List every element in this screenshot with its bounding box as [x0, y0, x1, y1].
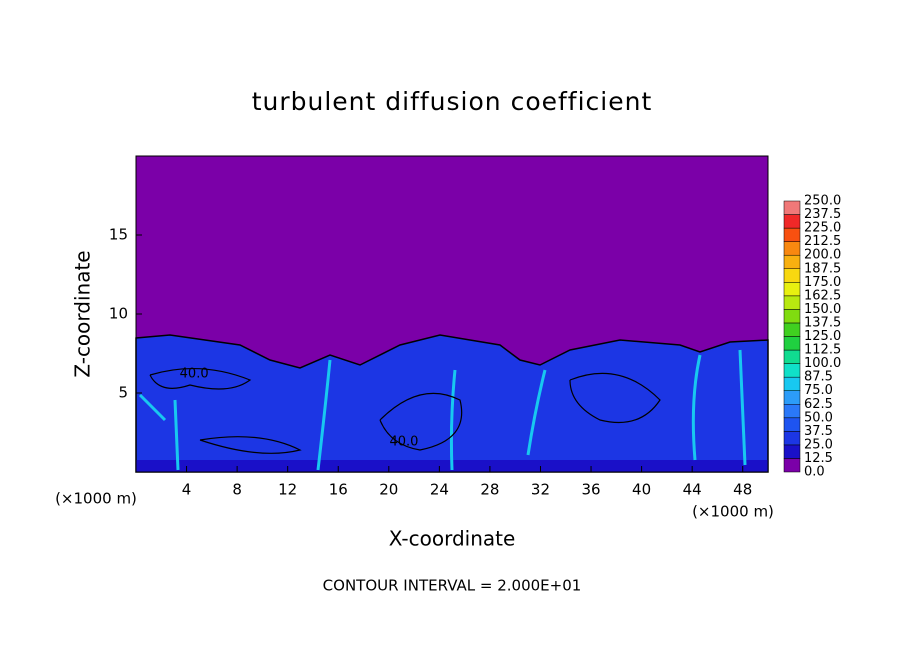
colorbar-label: 125.0 — [804, 329, 841, 344]
streaks — [138, 349, 747, 471]
colorbar-swatch — [783, 309, 801, 324]
y-tick-label: 10 — [109, 305, 128, 323]
contour-label: 40.0 — [180, 367, 209, 382]
colorbar-label: 0.0 — [804, 465, 825, 480]
colorbar-swatch — [783, 349, 801, 364]
colorbar-label: 112.5 — [804, 343, 841, 358]
streak — [738, 349, 747, 466]
y-tick-label: 15 — [109, 226, 128, 244]
colorbar-label: 187.5 — [804, 261, 841, 276]
colorbar-swatch — [783, 444, 801, 459]
x-tick-label: 12 — [278, 481, 297, 499]
x-tick-label: 36 — [581, 481, 600, 499]
streak — [526, 369, 547, 456]
colorbar-swatch — [783, 295, 801, 310]
colorbar-swatch — [783, 404, 801, 419]
colorbar-swatch — [783, 417, 801, 432]
contour-line — [379, 392, 463, 451]
colorbar-swatch — [783, 227, 801, 242]
colorbar-swatch — [783, 241, 801, 256]
y-tick-label: 5 — [118, 384, 128, 402]
colorbar-swatch — [783, 268, 801, 283]
colorbar-label: 137.5 — [804, 315, 841, 330]
contour-label: 40.0 — [389, 434, 418, 449]
x-tick-label: 44 — [683, 481, 702, 499]
colorbar-label: 162.5 — [804, 288, 841, 303]
colorbar-swatch — [783, 431, 801, 446]
x-tick-label: 32 — [531, 481, 550, 499]
colorbar-swatch — [783, 322, 801, 337]
colorbar-label: 62.5 — [804, 397, 833, 412]
streak — [449, 369, 457, 471]
x-tick-label: 8 — [232, 481, 242, 499]
colorbar-swatch — [783, 336, 801, 351]
colorbar-label: 150.0 — [804, 302, 841, 317]
x-tick-label: 28 — [480, 481, 499, 499]
colorbar-label: 12.5 — [804, 451, 833, 466]
field — [135, 155, 769, 473]
x-tick-label: 20 — [379, 481, 398, 499]
x-tick-label: 24 — [430, 481, 449, 499]
contours — [149, 367, 661, 454]
y-axis-label: Z-coordinate — [71, 250, 95, 377]
contour-interval: CONTOUR INTERVAL = 2.000E+01 — [323, 577, 582, 595]
colorbar-swatch — [783, 200, 801, 215]
streak — [316, 359, 332, 471]
colorbar-swatch — [783, 390, 801, 405]
colorbar-label: 225.0 — [804, 221, 841, 236]
y-unit-label: (×1000 m) — [55, 490, 137, 508]
chart-title: turbulent diffusion coefficient — [252, 87, 653, 116]
colorbar-label: 175.0 — [804, 275, 841, 290]
colorbar-swatch — [783, 214, 801, 229]
x-tick-label: 4 — [182, 481, 192, 499]
colorbar-label: 87.5 — [804, 370, 833, 385]
contour-line — [569, 372, 661, 424]
streak — [691, 354, 702, 461]
colorbar-label: 237.5 — [804, 207, 841, 222]
streak — [173, 399, 180, 471]
x-tick-label: 40 — [632, 481, 651, 499]
contour-line — [199, 436, 302, 454]
colorbar-swatch — [783, 376, 801, 391]
x-tick-label: 16 — [329, 481, 348, 499]
colorbar-label: 250.0 — [804, 194, 841, 209]
colorbar-swatch — [783, 282, 801, 297]
x-tick-label: 48 — [733, 481, 752, 499]
contour-line — [149, 367, 252, 390]
colorbar-label: 25.0 — [804, 437, 833, 452]
colorbar-label: 75.0 — [804, 383, 833, 398]
x-axis-label: X-coordinate — [389, 527, 516, 551]
colorbar-swatch — [783, 363, 801, 378]
colorbar-label: 212.5 — [804, 234, 841, 249]
colorbar-label: 200.0 — [804, 248, 841, 263]
x-unit-label: (×1000 m) — [692, 503, 774, 521]
colorbar-label: 37.5 — [804, 424, 833, 439]
colorbar-label: 50.0 — [804, 410, 833, 425]
colorbar-label: 100.0 — [804, 356, 841, 371]
colorbar-swatch — [783, 254, 801, 269]
colorbar-swatch — [783, 458, 801, 473]
streak — [138, 393, 167, 422]
